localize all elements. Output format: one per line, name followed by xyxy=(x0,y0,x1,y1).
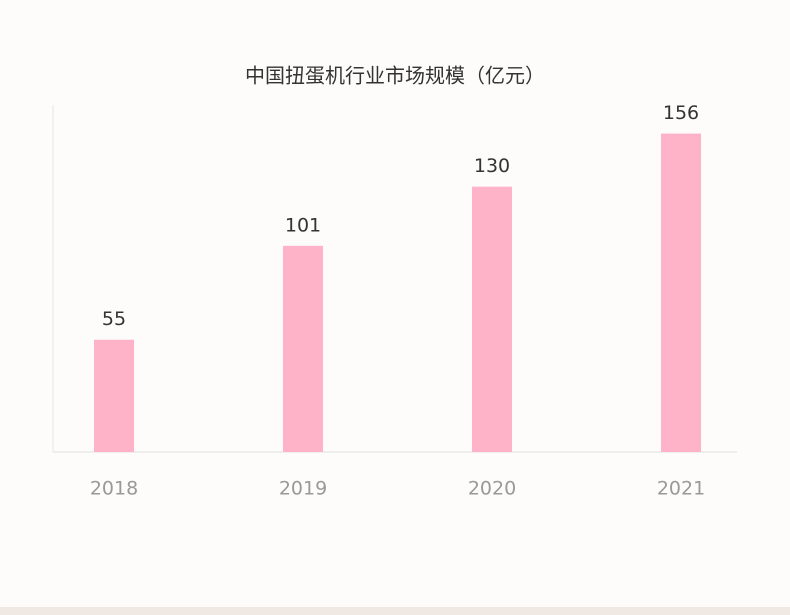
bottom-strip xyxy=(0,607,790,615)
x-tick-label: 2020 xyxy=(468,478,516,500)
value-label: 101 xyxy=(285,214,321,236)
x-tick-label: 2021 xyxy=(657,478,705,500)
value-label: 130 xyxy=(474,155,510,177)
chart-title: 中国扭蛋机行业市场规模（亿元） xyxy=(245,64,545,88)
value-label: 55 xyxy=(102,308,126,330)
bar xyxy=(283,245,323,452)
bar xyxy=(94,339,134,452)
value-label: 156 xyxy=(663,102,699,124)
x-tick-label: 2018 xyxy=(90,478,138,500)
bar xyxy=(472,186,512,452)
bar xyxy=(661,133,701,452)
x-tick-label: 2019 xyxy=(279,478,327,500)
